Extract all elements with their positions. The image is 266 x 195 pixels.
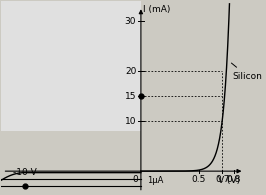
Text: Silicon: Silicon [231, 63, 263, 81]
Text: -10 V: -10 V [13, 168, 36, 177]
Text: 10: 10 [125, 117, 136, 126]
Text: 0.8: 0.8 [227, 175, 241, 184]
Text: 0: 0 [133, 175, 139, 184]
Text: 1μA: 1μA [147, 176, 163, 185]
Text: I (mA): I (mA) [143, 5, 170, 14]
Text: 15: 15 [125, 92, 136, 101]
Text: 20: 20 [125, 67, 136, 76]
Text: 0.7: 0.7 [215, 175, 230, 184]
Text: V (V): V (V) [218, 176, 240, 185]
Text: 30: 30 [125, 17, 136, 26]
Polygon shape [1, 1, 141, 131]
Text: 0.5: 0.5 [192, 175, 206, 184]
